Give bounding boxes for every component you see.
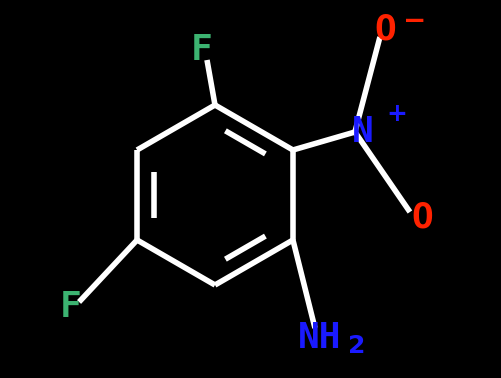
Text: +: + (386, 102, 407, 126)
Text: N: N (352, 115, 374, 149)
Text: NH: NH (298, 321, 342, 355)
Text: O: O (411, 200, 433, 234)
Text: O: O (374, 12, 396, 46)
Text: F: F (191, 33, 213, 67)
Text: −: − (403, 7, 426, 35)
Text: 2: 2 (348, 334, 366, 358)
Text: F: F (60, 290, 82, 324)
